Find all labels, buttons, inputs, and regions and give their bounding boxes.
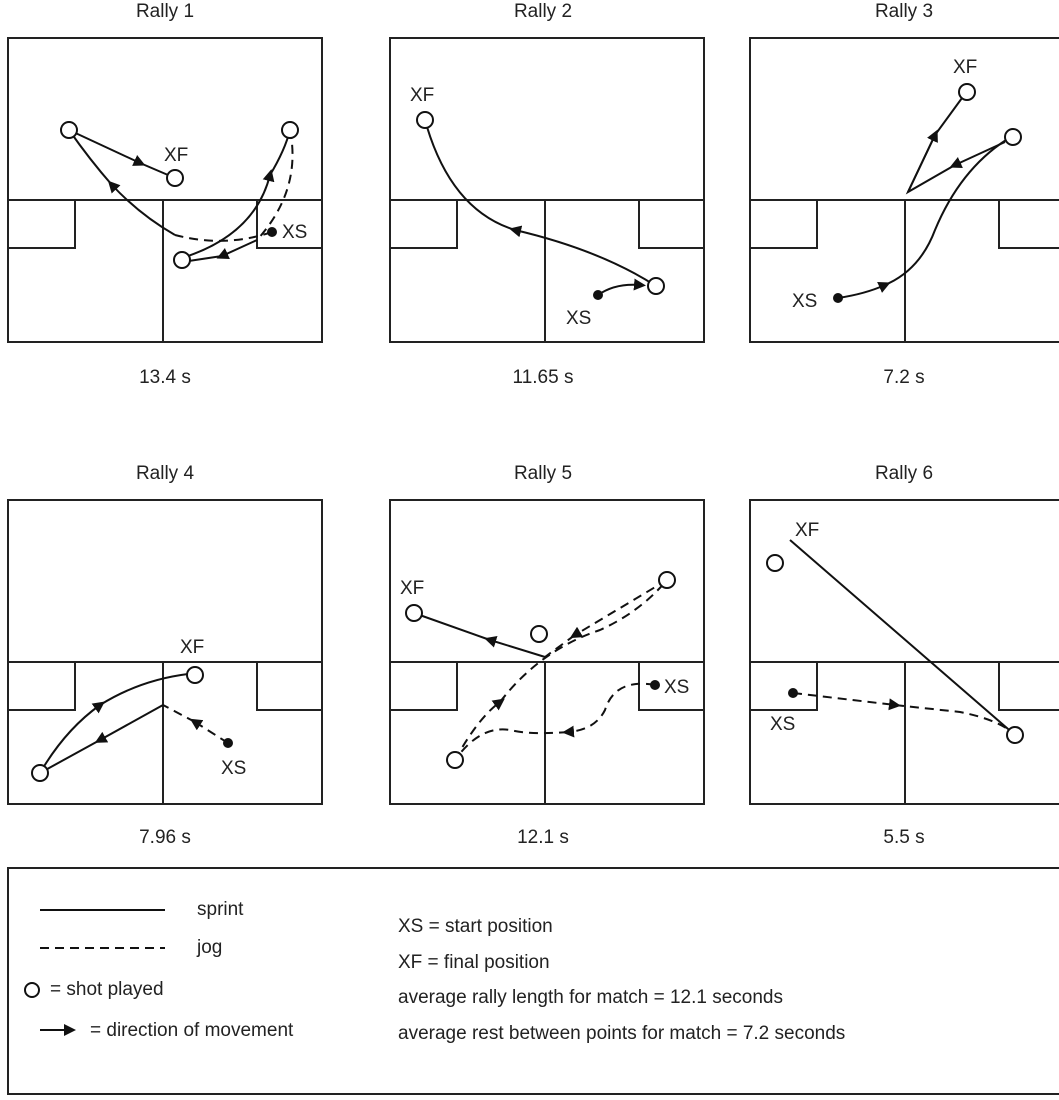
legend-shot-icon (24, 982, 40, 998)
start-label: XS (770, 714, 795, 735)
legend-note: average rally length for match = 12.1 se… (398, 987, 783, 1008)
legend-item: jog (196, 937, 222, 958)
final-label: XF (410, 85, 434, 106)
court (389, 37, 705, 343)
rally-title: Rally 3 (875, 1, 933, 22)
start-label: XS (792, 291, 817, 312)
rally-duration: 7.96 s (139, 827, 191, 848)
rally-title: Rally 6 (875, 463, 933, 484)
final-label: XF (180, 637, 204, 658)
rally-duration: 12.1 s (517, 827, 569, 848)
start-label: XS (282, 222, 307, 243)
court (7, 37, 323, 343)
legend-item: sprint (197, 899, 244, 920)
final-label: XF (953, 57, 977, 78)
legend-note: XF = final position (398, 952, 550, 973)
final-label: XF (164, 145, 188, 166)
rally-title: Rally 5 (514, 463, 572, 484)
final-label: XF (400, 578, 424, 599)
final-label: XF (795, 520, 819, 541)
start-label: XS (221, 758, 246, 779)
rally-paths (31, 666, 233, 782)
legend-item: = direction of movement (90, 1020, 294, 1041)
rally-duration: 11.65 s (513, 367, 574, 388)
rally-title: Rally 2 (514, 1, 572, 22)
court (7, 499, 323, 805)
rally-duration: 7.2 s (883, 367, 924, 388)
legend-note: average rest between points for match = … (398, 1023, 845, 1044)
rally-duration: 13.4 s (139, 367, 191, 388)
court (389, 499, 705, 805)
rally-paths (766, 539, 1024, 744)
rally-title: Rally 1 (136, 1, 194, 22)
rally-paths (833, 83, 1022, 303)
rally-paths (416, 111, 665, 300)
rally-paths (60, 121, 299, 269)
legend-note: XS = start position (398, 916, 553, 937)
start-label: XS (566, 308, 591, 329)
legend-item: = shot played (50, 979, 164, 1000)
rally-paths (405, 571, 676, 769)
rally-title: Rally 4 (136, 463, 195, 484)
legend-box (7, 867, 1059, 1095)
rally-duration: 5.5 s (883, 827, 924, 848)
start-label: XS (664, 677, 689, 698)
